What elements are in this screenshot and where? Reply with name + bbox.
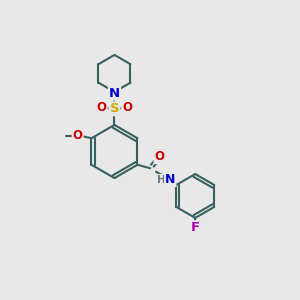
Text: O: O	[154, 150, 164, 163]
Text: N: N	[109, 87, 120, 100]
Text: O: O	[97, 101, 107, 114]
Text: O: O	[122, 101, 132, 114]
Text: S: S	[110, 102, 119, 115]
Text: N: N	[165, 173, 175, 186]
Text: F: F	[191, 221, 200, 234]
Text: O: O	[73, 129, 82, 142]
Text: H: H	[158, 175, 166, 185]
